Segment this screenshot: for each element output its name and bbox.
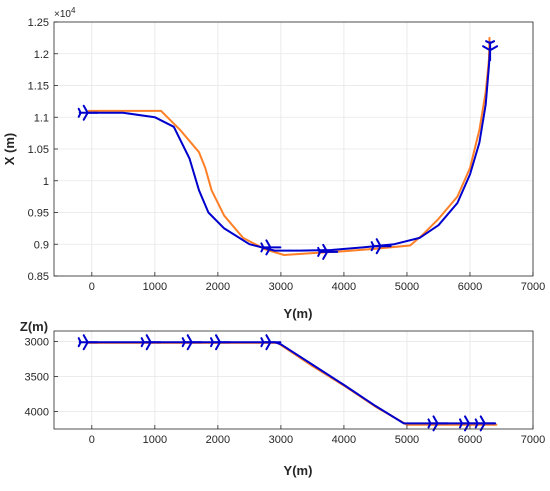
bottom-x-tick-label: 4000 bbox=[332, 434, 356, 446]
top-y-axis-label: X (m) bbox=[2, 133, 17, 166]
bottom-y-tick-label: 3000 bbox=[25, 337, 49, 349]
top-aircraft-marker-icon bbox=[77, 104, 99, 121]
bottom-trajectory-blue bbox=[87, 341, 497, 425]
top-y-tick-label: 1.2 bbox=[34, 49, 49, 61]
top-chart-xy: 0 1000 2000 3000 4000 5000 6000 7000 0.85 0.9 0.9… bbox=[2, 6, 545, 321]
top-x-tick-label: 6000 bbox=[458, 281, 482, 293]
top-x-tick-label: 1000 bbox=[143, 281, 167, 293]
bottom-aircraft-glyph bbox=[77, 334, 99, 351]
top-aircraft-marker-icon bbox=[317, 243, 339, 260]
top-y-exponent-base: ×10 bbox=[54, 9, 71, 20]
bottom-aircraft-glyph bbox=[474, 415, 496, 432]
top-aircraft-marker-icon bbox=[260, 239, 282, 256]
bottom-y-tick-label: 4000 bbox=[25, 407, 49, 419]
top-trajectory-blue bbox=[87, 46, 492, 252]
bottom-x-tick-label: 6000 bbox=[458, 434, 482, 446]
bottom-x-ticks: 0 1000 2000 3000 4000 5000 6000 7000 bbox=[89, 425, 545, 446]
bottom-aircraft-glyph bbox=[427, 415, 449, 432]
top-aircraft-glyph bbox=[370, 238, 392, 255]
top-y-tick-label: 1.1 bbox=[34, 112, 49, 124]
top-y-tick-label: 0.9 bbox=[34, 239, 49, 251]
bottom-x-tick-label: 2000 bbox=[206, 434, 230, 446]
top-aircraft-glyph bbox=[260, 239, 282, 256]
top-y-ticks: 0.85 0.9 0.95 1 1.05 1.1 1.15 1.2 1.25 bbox=[28, 17, 58, 283]
bottom-chart-yz: 0 1000 2000 3000 4000 5000 6000 7000 3000 3500 40… bbox=[20, 319, 545, 478]
bottom-aircraft-glyph bbox=[459, 415, 480, 432]
top-x-tick-label: 3000 bbox=[269, 281, 293, 293]
bottom-x-tick-label: 1000 bbox=[143, 434, 167, 446]
top-y-tick-label: 0.95 bbox=[28, 208, 49, 220]
top-markers-group bbox=[77, 40, 499, 260]
top-trajectory-orange bbox=[87, 36, 491, 256]
bottom-x-tick-label: 5000 bbox=[395, 434, 419, 446]
top-y-tick-label: 1.25 bbox=[28, 17, 49, 29]
bottom-y-tick-label: 3500 bbox=[25, 372, 49, 384]
top-aircraft-marker-icon bbox=[370, 238, 392, 255]
top-x-axis-label: Y(m) bbox=[284, 306, 313, 321]
bottom-plot-frame bbox=[53, 330, 534, 430]
top-aircraft-glyph bbox=[482, 40, 499, 62]
bottom-x-tick-label: 3000 bbox=[269, 434, 293, 446]
bottom-aircraft-marker-icon bbox=[260, 334, 282, 351]
top-y-tick-label: 1.15 bbox=[28, 81, 49, 93]
top-y-exponent-power: 4 bbox=[71, 6, 76, 15]
top-x-tick-label: 4000 bbox=[332, 281, 356, 293]
top-aircraft-glyph bbox=[77, 104, 99, 121]
top-x-tick-label: 5000 bbox=[395, 281, 419, 293]
top-series-group bbox=[87, 36, 492, 256]
bottom-y-axis-label: Z(m) bbox=[20, 319, 48, 334]
bottom-aircraft-marker-icon bbox=[181, 334, 203, 351]
bottom-aircraft-marker-icon bbox=[427, 415, 449, 432]
bottom-x-axis-label: Y(m) bbox=[284, 463, 313, 478]
bottom-aircraft-marker-icon bbox=[459, 415, 480, 432]
top-aircraft-glyph bbox=[317, 243, 339, 260]
top-x-tick-label: 0 bbox=[89, 281, 95, 293]
top-x-tick-label: 7000 bbox=[521, 281, 545, 293]
bottom-aircraft-glyph bbox=[260, 334, 282, 351]
bottom-aircraft-glyph bbox=[140, 334, 162, 351]
bottom-plot-area bbox=[54, 331, 533, 429]
bottom-aircraft-marker-icon bbox=[210, 334, 231, 351]
bottom-aircraft-glyph bbox=[181, 334, 203, 351]
bottom-aircraft-marker-icon bbox=[140, 334, 162, 351]
top-x-tick-label: 2000 bbox=[206, 281, 230, 293]
top-x-ticks: 0 1000 2000 3000 4000 5000 6000 7000 bbox=[89, 272, 545, 293]
bottom-x-tick-label: 0 bbox=[89, 434, 95, 446]
bottom-markers-group bbox=[77, 334, 496, 432]
top-y-tick-label: 0.85 bbox=[28, 271, 49, 283]
top-y-tick-label: 1.05 bbox=[28, 144, 49, 156]
bottom-aircraft-marker-icon bbox=[474, 415, 496, 432]
bottom-aircraft-glyph bbox=[210, 334, 231, 351]
bottom-x-tick-label: 7000 bbox=[521, 434, 545, 446]
top-aircraft-marker-icon bbox=[482, 40, 499, 62]
top-y-exponent: ×104 bbox=[54, 6, 76, 20]
bottom-aircraft-marker-icon bbox=[77, 334, 99, 351]
bottom-y-ticks: 3000 3500 4000 bbox=[25, 337, 58, 419]
top-y-tick-label: 1 bbox=[43, 176, 49, 188]
